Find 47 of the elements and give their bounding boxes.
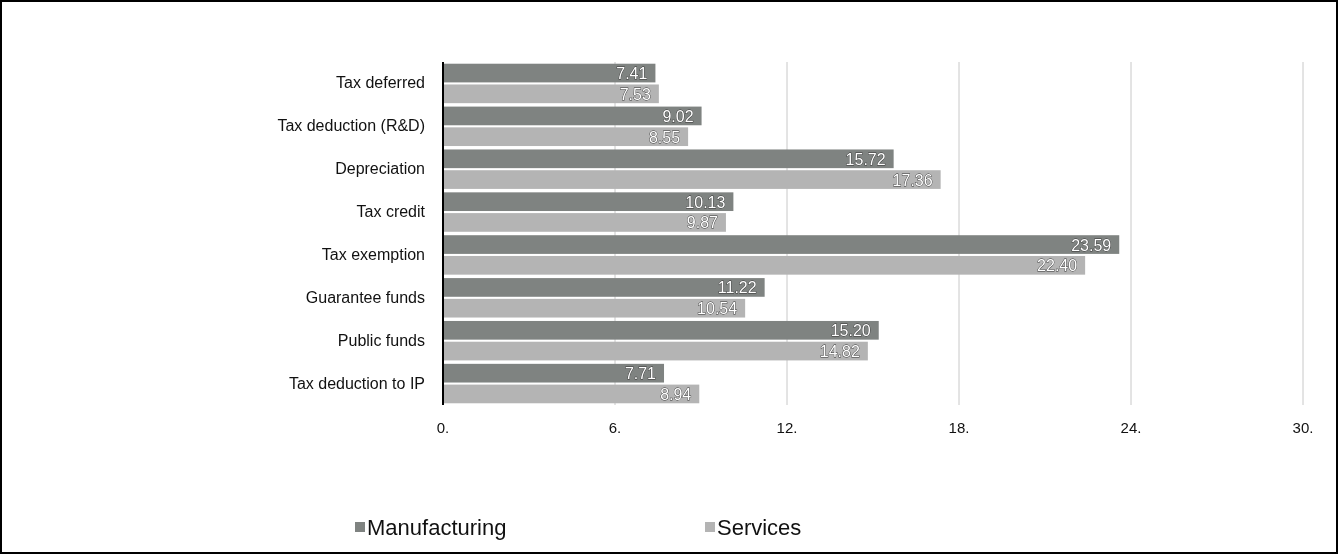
data-label: 17.36 [892, 171, 933, 189]
data-label: 10.54 [697, 300, 738, 318]
bar [443, 106, 702, 126]
bar [443, 213, 726, 232]
y-tick-label: Tax credit [356, 203, 426, 221]
y-tick-label: Tax deduction to IP [288, 374, 425, 392]
data-label: 11.22 [717, 279, 757, 297]
legend-label: Manufacturing [367, 515, 507, 540]
bar [443, 278, 765, 297]
bar [443, 192, 734, 212]
y-tick-label: Tax exemption [321, 245, 425, 263]
data-label: 15.20 [830, 322, 871, 340]
data-label: 8.55 [648, 128, 681, 146]
data-label: 9.02 [662, 107, 694, 125]
data-label: 22.40 [1037, 257, 1078, 275]
data-label: 7.71 [624, 365, 657, 383]
y-tick-label: Depreciation [335, 160, 425, 178]
bar [443, 170, 941, 189]
data-label: 15.72 [845, 150, 886, 168]
data-label: 10.13 [685, 193, 726, 211]
bar [443, 84, 659, 104]
bar [443, 63, 656, 83]
y-tick-label: Guarantee funds [305, 288, 425, 306]
x-tick-label: 0. [436, 419, 450, 436]
y-tick-label: Tax deduction (R&D) [277, 117, 425, 135]
x-tick-label: 6. [608, 419, 622, 436]
bar [443, 255, 1086, 275]
bar [443, 149, 894, 169]
bar [443, 341, 868, 361]
bar [443, 384, 700, 404]
bar [443, 127, 689, 147]
y-tick-label: Tax deferred [336, 74, 425, 92]
bar [443, 363, 665, 383]
data-label: 14.82 [819, 343, 860, 361]
x-tick-label: 12. [776, 419, 798, 436]
y-tick-label: Public funds [337, 331, 425, 349]
bar [443, 320, 879, 340]
data-label: 7.53 [619, 85, 651, 103]
data-label: 7.41 [616, 65, 648, 83]
legend-label: Services [717, 515, 802, 540]
x-tick-label: 18. [948, 419, 970, 436]
x-tick-label: 24. [1120, 419, 1142, 436]
bar [443, 235, 1120, 254]
bar [443, 298, 746, 318]
data-label: 9.87 [686, 214, 719, 232]
data-label: 23.59 [1071, 236, 1112, 254]
x-tick-label: 30. [1292, 419, 1314, 436]
